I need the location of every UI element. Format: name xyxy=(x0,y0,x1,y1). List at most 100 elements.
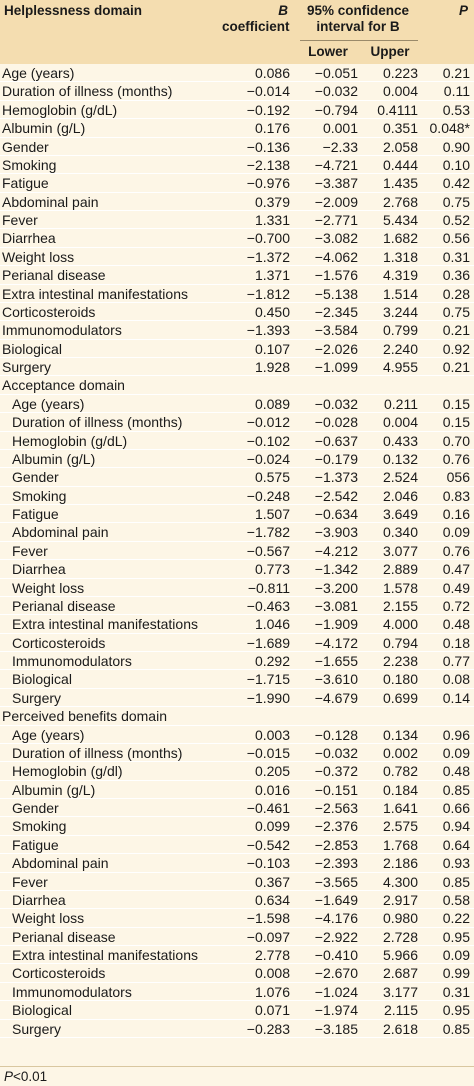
row-variable: Immunomodulators xyxy=(12,653,132,669)
row-ci-lower: −2.376 xyxy=(314,818,358,835)
row-b-coefficient: 1.507 xyxy=(254,506,290,522)
row-ci-upper: 0.980 xyxy=(382,910,418,927)
row-ci-lower: −3.565 xyxy=(314,873,358,890)
table-body: Age (years) 0.086 −0.051 0.223 0.21 Duration … xyxy=(0,64,474,1038)
row-ci-lower: −4.172 xyxy=(314,634,358,651)
row-ci-lower: −0.634 xyxy=(314,506,358,522)
row-b-coefficient: −0.463 xyxy=(246,597,290,614)
row-variable: Gender xyxy=(12,800,59,816)
table-row: Immunomodulators 0.292 −1.655 2.238 0.77 xyxy=(0,652,474,671)
row-b-coefficient: −0.097 xyxy=(246,928,290,945)
row-variable: Duration of illness (months) xyxy=(2,83,173,100)
row-ci-lower: −0.128 xyxy=(314,726,358,743)
table-row: Gender −0.136 −2.33 2.058 0.90 xyxy=(0,138,474,156)
row-b-coefficient: −1.689 xyxy=(246,634,290,651)
row-variable: Perceived benefits domain xyxy=(2,708,167,725)
row-variable: Fatigue xyxy=(2,175,49,192)
row-p-value: 0.94 xyxy=(442,818,470,835)
row-b-coefficient: −1.715 xyxy=(246,671,290,688)
row-b-coefficient: −0.014 xyxy=(246,83,290,100)
row-b-coefficient: −0.248 xyxy=(246,487,290,504)
row-b-coefficient: 0.367 xyxy=(254,873,290,890)
row-b-coefficient: −1.990 xyxy=(246,689,290,706)
row-ci-upper: 0.444 xyxy=(382,156,418,173)
row-b-coefficient: −1.372 xyxy=(246,248,290,265)
table-row: Biological 0.071 −1.974 2.115 0.95 xyxy=(0,1001,474,1020)
row-p-value: 0.14 xyxy=(442,689,470,706)
row-b-coefficient: 1.076 xyxy=(254,983,290,1000)
row-ci-lower: −1.024 xyxy=(314,983,358,1000)
row-ci-upper: 0.132 xyxy=(382,450,418,467)
header-domain-label: Helplessness domain xyxy=(4,3,143,18)
row-p-value: 0.76 xyxy=(442,542,470,559)
row-p-value: 0.09 xyxy=(442,744,470,761)
header-ci-divider xyxy=(300,40,418,41)
row-ci-upper: 0.184 xyxy=(382,781,418,798)
row-ci-lower: −0.794 xyxy=(314,101,358,118)
row-variable: Fatigue xyxy=(12,506,59,522)
row-variable: Surgery xyxy=(2,359,52,375)
table-row: Perianal disease −0.097 −2.922 2.728 0.95 xyxy=(0,928,474,946)
row-p-value: 0.16 xyxy=(442,506,470,522)
header-p-value: P xyxy=(458,3,468,18)
row-variable: Surgery xyxy=(12,689,62,706)
row-p-value: 0.58 xyxy=(442,891,470,908)
row-variable: Hemoglobin (g/dl) xyxy=(12,763,123,780)
row-ci-upper: 5.966 xyxy=(382,947,418,963)
row-variable: Abdominal pain xyxy=(2,193,99,210)
row-p-value: 0.28 xyxy=(442,285,470,302)
row-ci-lower: 0.001 xyxy=(322,120,358,137)
row-b-coefficient: −2.138 xyxy=(246,156,290,173)
row-ci-lower: −4.212 xyxy=(314,542,358,559)
row-ci-upper: 3.244 xyxy=(382,303,418,320)
row-p-value: 0.48 xyxy=(442,616,470,633)
row-ci-lower: −2.853 xyxy=(314,836,358,853)
row-p-value: 0.22 xyxy=(442,910,470,927)
row-ci-lower: −0.179 xyxy=(314,450,358,467)
row-b-coefficient: −0.700 xyxy=(246,230,290,247)
row-p-value: 0.85 xyxy=(442,873,470,890)
row-ci-lower: −2.771 xyxy=(314,212,358,228)
table-row: Smoking 0.099 −2.376 2.575 0.94 xyxy=(0,817,474,836)
row-variable: Age (years) xyxy=(12,395,85,412)
table-row: Corticosteroids 0.450 −2.345 3.244 0.75 xyxy=(0,303,474,322)
row-ci-upper: 1.318 xyxy=(382,248,418,265)
row-ci-upper: 2.115 xyxy=(384,1002,418,1019)
row-variable: Smoking xyxy=(12,818,67,835)
table-row: Corticosteroids −1.689 −4.172 0.794 0.18 xyxy=(0,634,474,652)
row-p-value: 0.21 xyxy=(442,322,470,339)
header-b-word: coefficient xyxy=(222,19,290,34)
row-p-value: 0.11 xyxy=(443,83,470,100)
row-ci-lower: −3.185 xyxy=(314,1020,358,1037)
row-variable: Extra intestinal manifestations xyxy=(12,616,198,633)
row-ci-upper: 2.240 xyxy=(382,340,418,357)
row-p-value: 0.31 xyxy=(442,248,470,265)
row-b-coefficient: −0.461 xyxy=(246,800,290,816)
row-p-value: 0.64 xyxy=(442,836,470,853)
row-variable: Biological xyxy=(12,671,72,688)
row-p-value: 0.15 xyxy=(442,395,470,412)
table-row: Weight loss −1.598 −4.176 0.980 0.22 xyxy=(0,909,474,928)
table-row: Albumin (g/L) −0.024 −0.179 0.132 0.76 xyxy=(0,450,474,469)
row-variable: Duration of illness (months) xyxy=(12,414,183,431)
table-row: Perianal disease −0.463 −3.081 2.155 0.72 xyxy=(0,597,474,616)
row-b-coefficient: −0.976 xyxy=(246,175,290,192)
row-b-coefficient: −0.015 xyxy=(246,744,290,761)
row-p-value: 0.75 xyxy=(442,303,470,320)
row-ci-upper: 2.768 xyxy=(382,193,418,210)
table-row: Diarrhea 0.773 −1.342 2.889 0.47 xyxy=(0,560,474,579)
row-ci-upper: 1.514 xyxy=(382,285,418,302)
row-ci-upper: 0.004 xyxy=(382,414,418,431)
footnote-text: <0.01 xyxy=(13,1069,48,1084)
row-ci-upper: 2.687 xyxy=(382,965,418,982)
row-ci-lower: −1.974 xyxy=(314,1002,358,1019)
row-p-value: 056 xyxy=(446,469,470,486)
table-row: Albumin (g/L) 0.176 0.001 0.351 0.048* xyxy=(0,119,474,138)
row-ci-lower: −4.721 xyxy=(314,156,358,173)
row-p-value: 0.70 xyxy=(442,432,470,449)
row-variable: Fever xyxy=(12,542,48,559)
row-b-coefficient: 1.371 xyxy=(254,267,290,284)
table-row: Hemoglobin (g/dL) −0.192 −0.794 0.4111 0.53 xyxy=(0,101,474,120)
row-b-coefficient: −1.393 xyxy=(246,322,290,339)
row-p-value: 0.85 xyxy=(442,781,470,798)
